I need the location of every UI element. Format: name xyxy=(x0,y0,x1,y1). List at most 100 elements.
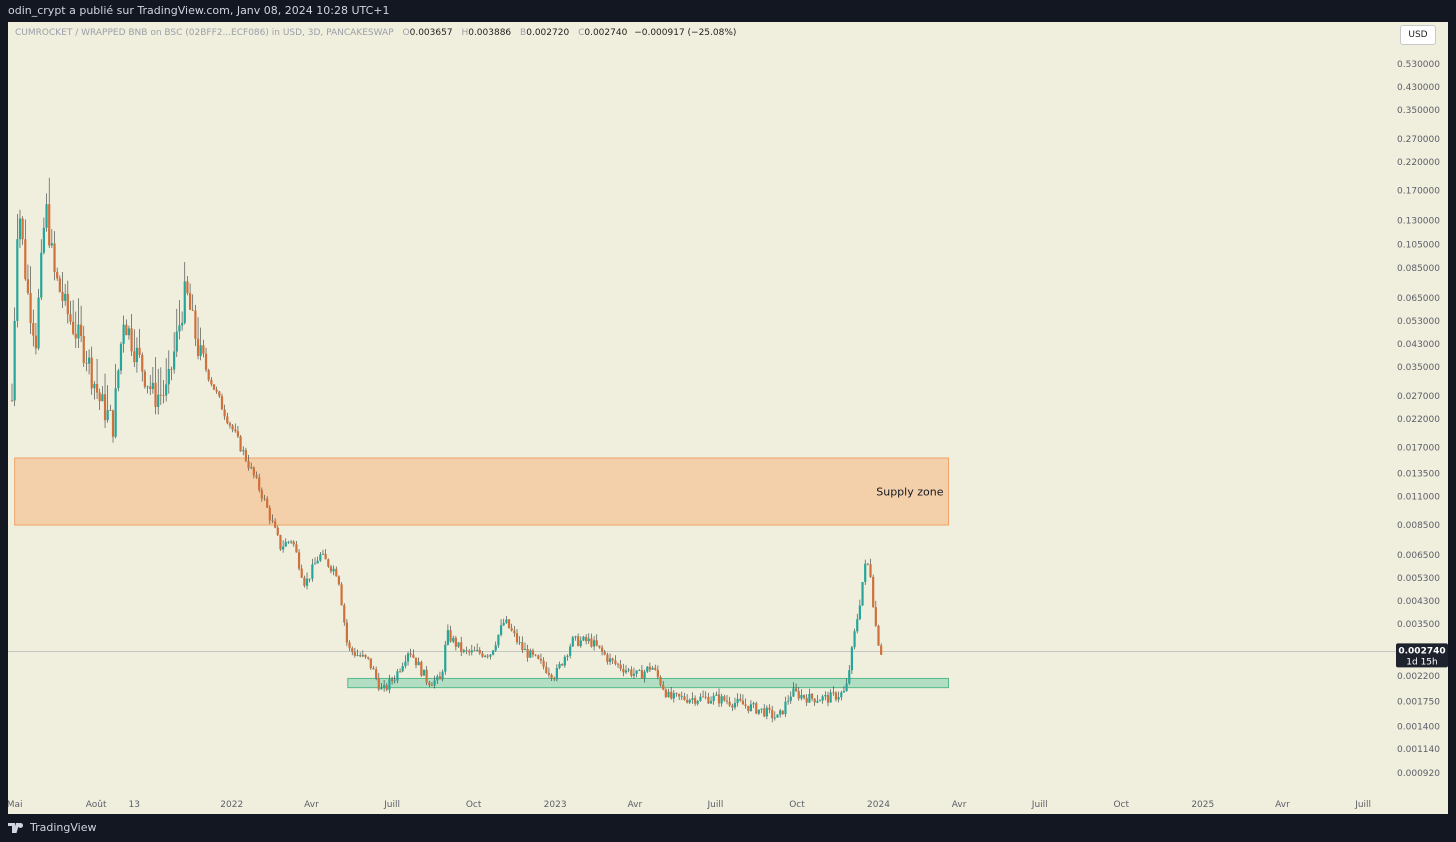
candle-up xyxy=(574,636,577,638)
chart-area[interactable]: Supply zone 0.530000 0.430000 0.350000 0.270… xyxy=(8,22,1448,814)
y-tick-label: 0.085000 xyxy=(1397,264,1440,274)
candle-down xyxy=(26,279,30,293)
x-tick-label: Juill xyxy=(707,800,724,810)
tradingview-logo[interactable]: TradingView xyxy=(8,814,96,842)
candle-down xyxy=(412,654,415,658)
candle-down xyxy=(731,705,734,708)
candle-down xyxy=(622,668,625,673)
x-tick-label: 2022 xyxy=(220,800,243,810)
candle-down xyxy=(215,389,218,392)
candle-up xyxy=(808,693,811,703)
candle-down xyxy=(659,676,662,686)
candle-down xyxy=(409,653,412,655)
candle-down xyxy=(66,293,69,315)
candle-down xyxy=(531,650,535,655)
candle-up xyxy=(87,357,91,364)
candle-up xyxy=(417,661,420,666)
candle-up xyxy=(563,656,566,666)
candle-up xyxy=(401,665,404,672)
candle-up xyxy=(199,345,202,356)
candle-up xyxy=(165,384,168,396)
candle-down xyxy=(364,654,367,658)
candle-down xyxy=(111,410,115,437)
candle-up xyxy=(16,239,19,321)
candle-up xyxy=(287,541,290,543)
candle-up xyxy=(393,680,396,682)
candle-up xyxy=(749,704,753,711)
price-chart[interactable]: Supply zone 0.530000 0.430000 0.350000 0.270… xyxy=(8,22,1448,814)
candle-down xyxy=(510,628,513,631)
candle-up xyxy=(861,582,864,606)
candle-up xyxy=(396,671,399,681)
candle-down xyxy=(348,642,351,649)
candle-up xyxy=(476,649,479,652)
candle-up xyxy=(635,670,638,674)
candle-down xyxy=(329,566,333,572)
candle-up xyxy=(497,634,500,646)
x-tick-label: Mai xyxy=(8,800,23,810)
candle-down xyxy=(428,682,431,686)
candle-down xyxy=(90,357,93,389)
candle-up xyxy=(446,630,450,645)
publisher-text: odin_crypt a publié sur TradingView.com,… xyxy=(8,4,390,17)
candle-down xyxy=(231,425,234,430)
candle-up xyxy=(646,666,649,672)
candle-down xyxy=(228,423,232,426)
candle-down xyxy=(258,477,261,491)
candle-down xyxy=(239,436,242,452)
candle-down xyxy=(372,668,375,670)
candle-down xyxy=(337,576,341,585)
ohlc-legend: CUMROCKET / WRAPPED BNB on BSC (02BFF2..… xyxy=(15,28,736,38)
candle-up xyxy=(462,650,465,653)
candle-down xyxy=(513,630,516,634)
y-tick-label: 0.105000 xyxy=(1397,241,1440,251)
candle-down xyxy=(630,669,633,676)
candle-down xyxy=(561,663,564,666)
candle-up xyxy=(691,698,694,700)
candle-up xyxy=(242,450,245,452)
candle-up xyxy=(712,695,715,701)
candle-down xyxy=(802,695,806,698)
candle-up xyxy=(787,700,790,702)
candle-up xyxy=(624,670,628,673)
x-tick-label: 13 xyxy=(129,800,140,810)
x-tick-label: Oct xyxy=(466,800,482,810)
y-tick-label: 0.350000 xyxy=(1397,106,1440,116)
candle-down xyxy=(295,544,298,553)
y-tick-label: 0.270000 xyxy=(1397,135,1440,145)
candle-down xyxy=(768,707,771,710)
candle-up xyxy=(632,673,636,676)
candle-down xyxy=(600,647,604,652)
candle-up xyxy=(173,351,176,370)
symbol-label: CUMROCKET / WRAPPED BNB on BSC (02BFF2..… xyxy=(15,28,394,38)
candle-down xyxy=(103,394,107,421)
currency-button[interactable]: USD xyxy=(1400,25,1436,45)
candle-down xyxy=(255,475,258,478)
candle-up xyxy=(850,647,854,671)
candle-up xyxy=(736,698,739,704)
y-tick-label: 0.001750 xyxy=(1397,697,1440,707)
candle-up xyxy=(316,560,319,564)
candle-up xyxy=(502,622,505,626)
candle-down xyxy=(369,658,372,669)
y-tick-label: 0.017000 xyxy=(1397,444,1440,454)
candle-down xyxy=(542,660,545,667)
candle-down xyxy=(125,324,128,336)
candle-down xyxy=(260,490,263,499)
candle-down xyxy=(292,541,295,545)
candle-down xyxy=(202,345,205,354)
low-key: B xyxy=(520,28,527,38)
candle-down xyxy=(194,310,197,339)
candle-up xyxy=(853,631,856,648)
candle-down xyxy=(465,650,468,652)
candle-down xyxy=(98,392,101,402)
candle-down xyxy=(24,239,27,280)
y-tick-label: 0.043000 xyxy=(1397,340,1440,350)
candle-down xyxy=(69,314,72,322)
candle-down xyxy=(739,698,742,701)
candle-down xyxy=(271,520,274,522)
candle-up xyxy=(494,645,497,651)
y-tick-label: 0.022000 xyxy=(1397,415,1440,425)
y-tick-label: 0.530000 xyxy=(1397,60,1440,70)
candle-up xyxy=(800,695,803,699)
